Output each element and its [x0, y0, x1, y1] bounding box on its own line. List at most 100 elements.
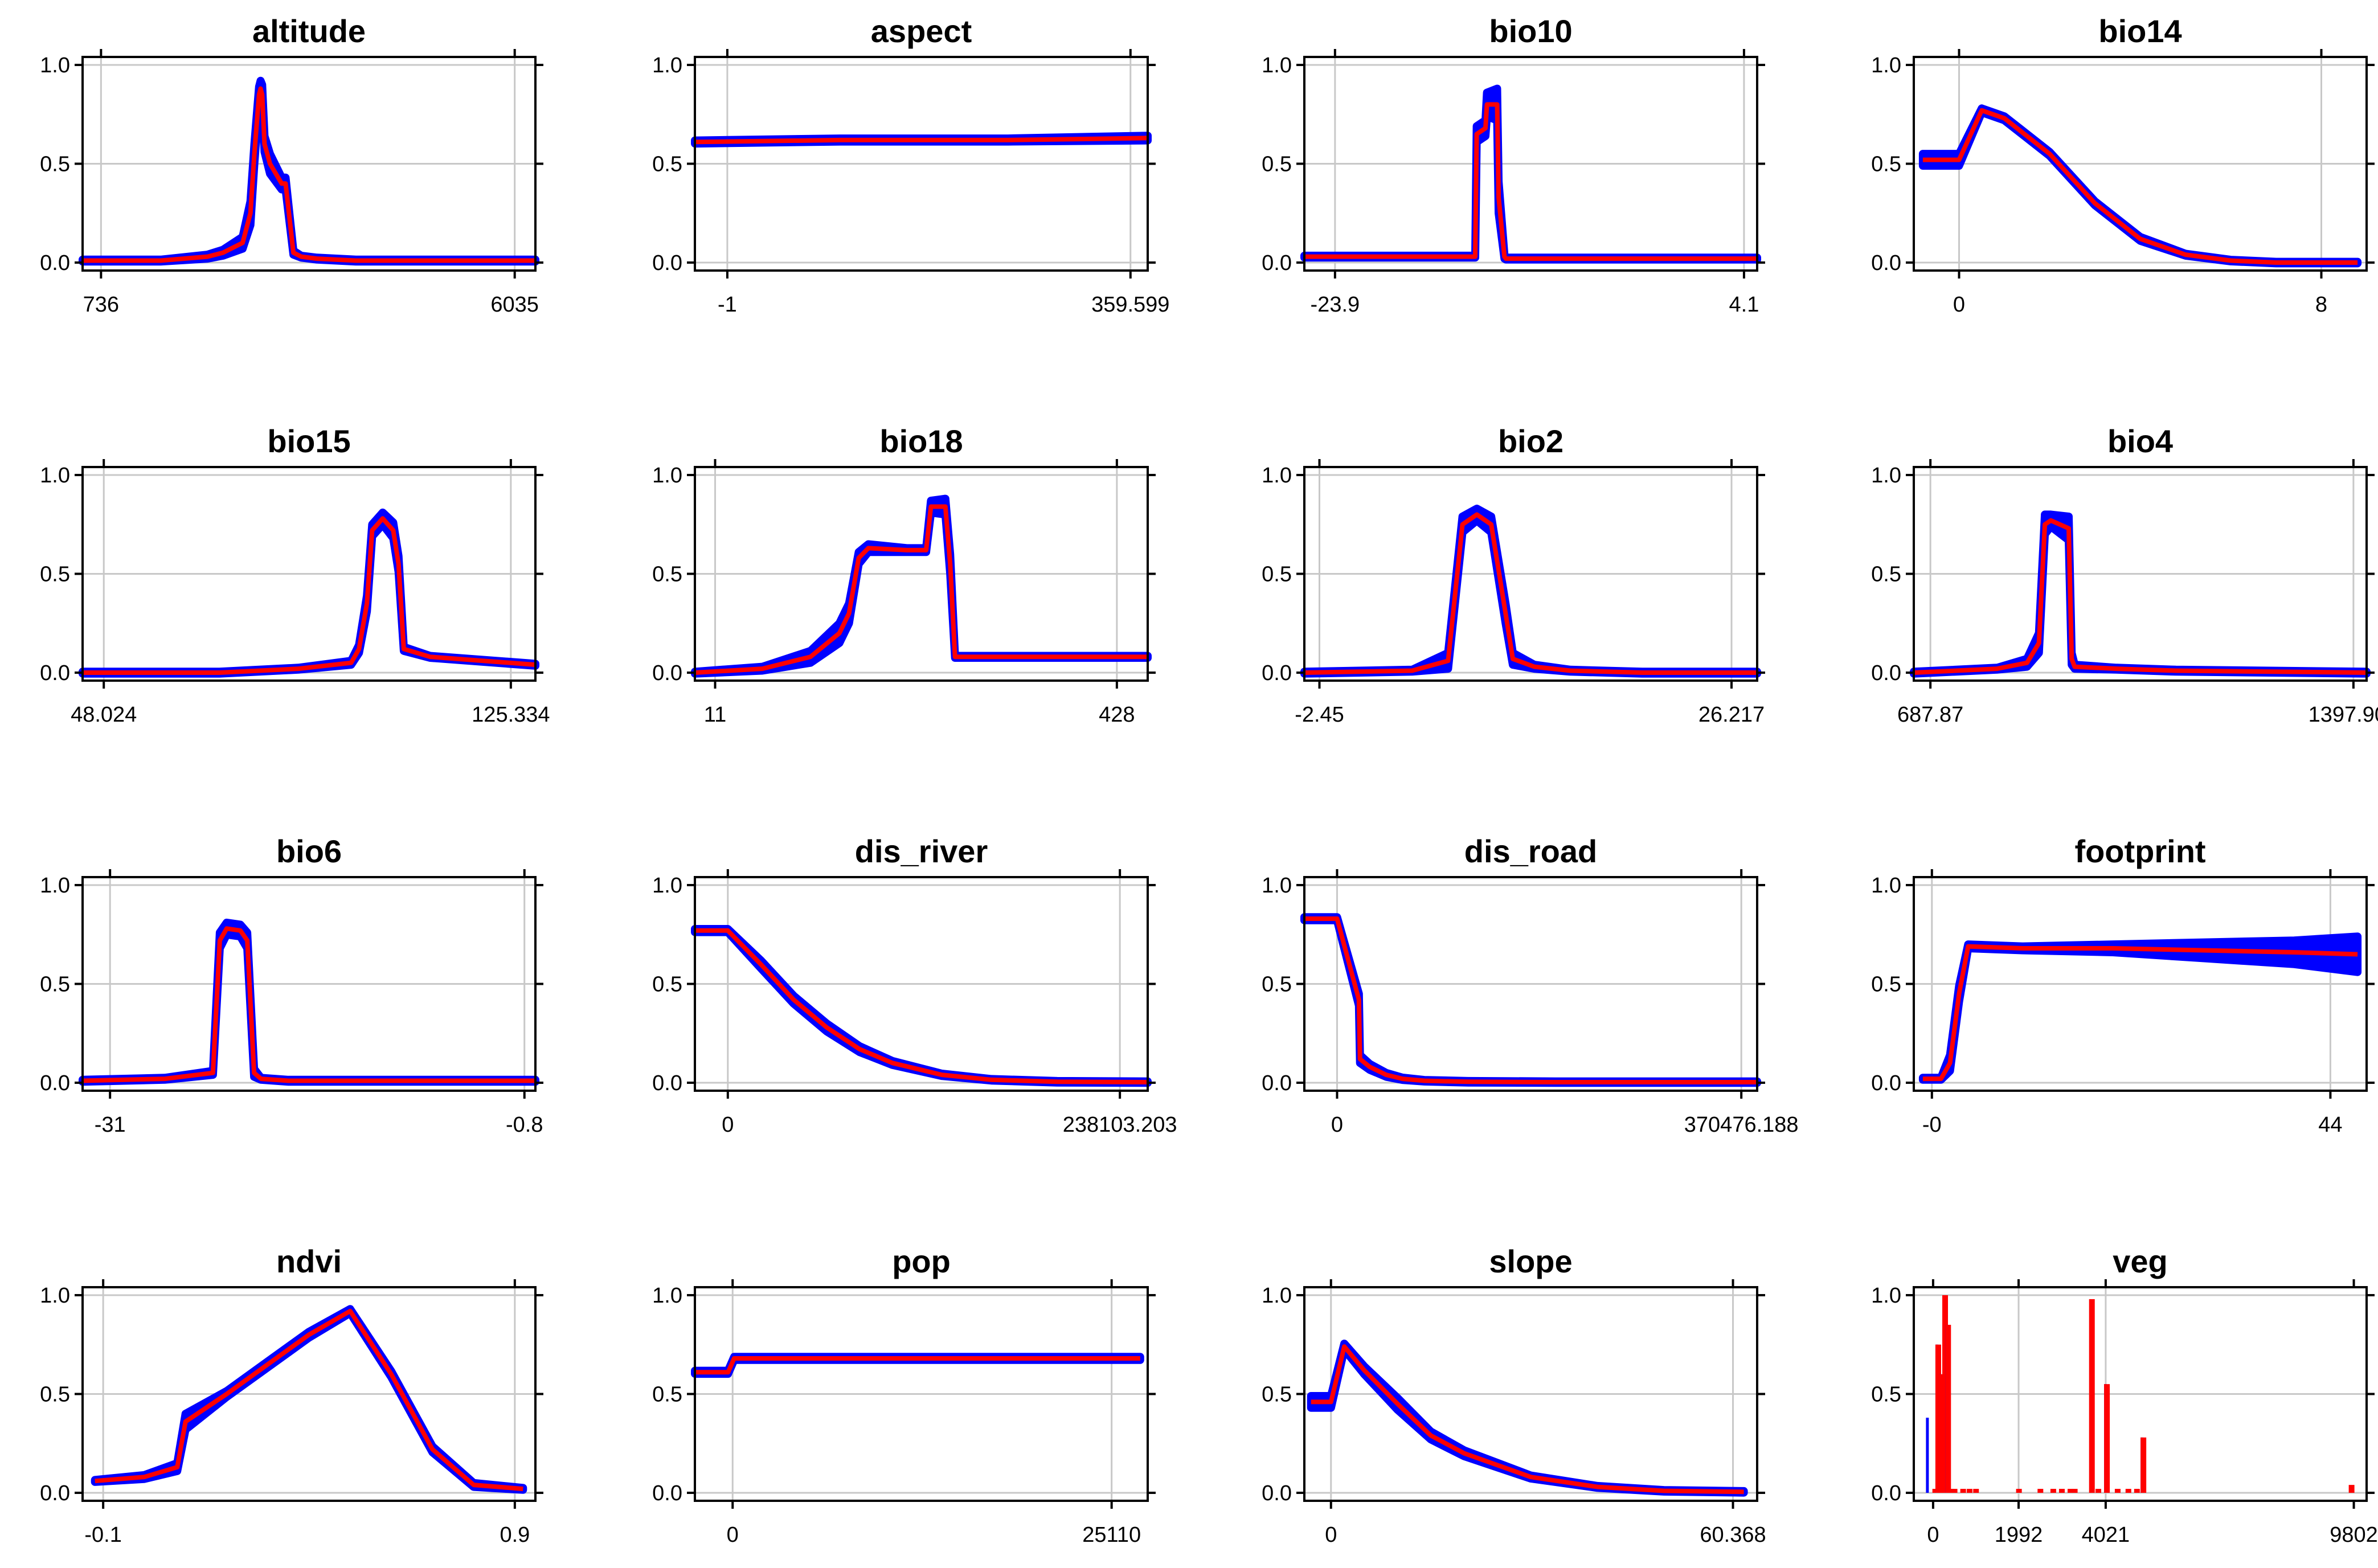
y-tick-label: 0.0	[1871, 661, 1901, 685]
panel-title: pop	[892, 1243, 951, 1279]
x-tick-label: 1397.908	[2309, 703, 2378, 727]
bar-mean	[1966, 1489, 1972, 1493]
series-mean-line	[1922, 944, 2358, 1082]
x-tick-label: 8	[2315, 293, 2327, 317]
y-tick-label: 1.0	[1871, 1284, 1901, 1308]
series-mean-line	[695, 1356, 1140, 1375]
x-tick-label: 4021	[2082, 1523, 2130, 1547]
bar-mean	[2037, 1489, 2044, 1493]
bar-mean	[2068, 1489, 2074, 1493]
x-tick-label: -0.1	[84, 1523, 121, 1547]
y-tick-label: 0.0	[1262, 1071, 1292, 1095]
x-tick-label: 0	[1927, 1523, 1939, 1547]
panel-title: altitude	[252, 13, 366, 49]
y-tick-label: 0.0	[1262, 251, 1292, 275]
panel-aspect: aspect 0.0 0.5 1.0 -1 359.599	[652, 13, 1169, 317]
y-tick-label: 0.5	[652, 153, 682, 177]
series-mean-line	[1922, 108, 2358, 265]
y-tick-label: 1.0	[40, 1284, 70, 1308]
y-tick-label: 0.5	[1262, 973, 1292, 997]
x-tick-label: 359.599	[1091, 293, 1169, 317]
bar-mean	[1942, 1295, 1949, 1493]
series-mean-line	[83, 516, 536, 675]
panel-title: bio18	[879, 423, 963, 459]
panel-title: aspect	[871, 13, 972, 49]
bar-mean	[2058, 1489, 2065, 1493]
panel-title: bio4	[2107, 423, 2173, 459]
series-spread-band	[1307, 1340, 1748, 1497]
x-tick-label: 26.217	[1698, 703, 1765, 727]
x-tick-label: 11	[704, 703, 726, 727]
panel-title: bio14	[2098, 13, 2181, 49]
panel-bio14: bio14 0.0 0.5 1.0 0 8	[1871, 13, 2375, 317]
series-spread-band	[1300, 913, 1761, 1087]
bar-mean	[1960, 1489, 1966, 1493]
y-tick-label: 0.0	[1262, 1481, 1292, 1505]
panel-title: dis_river	[855, 833, 988, 869]
panel-pop: pop 0.0 0.5 1.0 0 25110	[652, 1243, 1156, 1547]
panel-title: bio2	[1498, 423, 1563, 459]
y-tick-label: 0.5	[1871, 153, 1901, 177]
series-spread-band	[691, 925, 1152, 1087]
panel-title: bio15	[267, 423, 350, 459]
series-mean-line	[1304, 512, 1757, 675]
y-tick-label: 1.0	[1262, 1284, 1292, 1308]
series-spread-band	[691, 494, 1152, 678]
panel-title: footprint	[2074, 833, 2205, 869]
y-tick-label: 0.5	[1262, 1383, 1292, 1407]
x-tick-label: -0	[1922, 1113, 1942, 1137]
y-tick-label: 0.5	[1871, 1383, 1901, 1407]
x-tick-label: 9802	[2330, 1523, 2378, 1547]
series-spread-band	[79, 76, 539, 266]
x-tick-label: 238103.203	[1063, 1113, 1177, 1137]
y-tick-label: 1.0	[40, 464, 70, 488]
panel-bio6: bio6 0.0 0.5 1.0 -31 -0.8	[40, 833, 543, 1137]
y-tick-label: 0.0	[1871, 1481, 1901, 1505]
series-mean-line	[83, 86, 535, 263]
y-tick-label: 1.0	[1262, 464, 1292, 488]
panel-title: dis_road	[1464, 833, 1597, 869]
panel-bio4: bio4 0.0 0.5 1.0 687.87 1397.908	[1871, 423, 2378, 727]
y-tick-label: 1.0	[652, 1284, 682, 1308]
x-tick-label: 0	[1325, 1523, 1337, 1547]
series-mean-line	[695, 928, 1148, 1084]
x-tick-label: 428	[1099, 703, 1135, 727]
series-mean-line	[694, 136, 1148, 145]
bar-mean	[2072, 1489, 2078, 1493]
bar-mean	[2089, 1299, 2095, 1493]
x-tick-label: -1	[718, 293, 737, 317]
y-tick-label: 0.0	[652, 661, 682, 685]
x-tick-label: 370476.188	[1684, 1113, 1799, 1137]
x-tick-label: 1992	[1995, 1523, 2043, 1547]
y-tick-label: 0.0	[40, 1481, 70, 1505]
panel-dis-road: dis_road 0.0 0.5 1.0 0 370476.188	[1262, 833, 1798, 1137]
y-tick-label: 0.0	[40, 251, 70, 275]
bar-mean	[2125, 1489, 2131, 1493]
y-tick-label: 0.5	[40, 153, 70, 177]
series-mean-line	[1304, 102, 1757, 261]
y-tick-label: 1.0	[40, 874, 70, 898]
bar-mean	[1948, 1489, 1954, 1493]
series-spread-band	[1910, 510, 2371, 678]
y-tick-label: 0.5	[652, 563, 682, 587]
series-spread-band	[79, 918, 539, 1086]
y-tick-label: 0.5	[40, 563, 70, 587]
series-mean-line	[1304, 916, 1757, 1084]
series-spread-band	[79, 508, 539, 678]
panel-title: ndvi	[276, 1243, 342, 1279]
bar-mean	[1932, 1489, 1938, 1493]
x-tick-label: -23.9	[1311, 293, 1360, 317]
bar-mean	[1938, 1374, 1945, 1493]
panel-bio18: bio18 0.0 0.5 1.0 11 428	[652, 423, 1156, 727]
x-tick-label: -31	[95, 1113, 126, 1137]
y-tick-label: 1.0	[1262, 874, 1292, 898]
bar-mean	[2348, 1485, 2355, 1493]
bar-mean	[2050, 1489, 2056, 1493]
x-tick-label: 25110	[1082, 1523, 1141, 1547]
y-tick-label: 0.5	[40, 973, 70, 997]
series-spread-band	[1300, 505, 1761, 678]
x-tick-label: 0	[1953, 293, 1965, 317]
x-tick-label: 736	[83, 293, 119, 317]
x-tick-label: 125.334	[472, 703, 550, 727]
y-tick-label: 0.5	[40, 1383, 70, 1407]
